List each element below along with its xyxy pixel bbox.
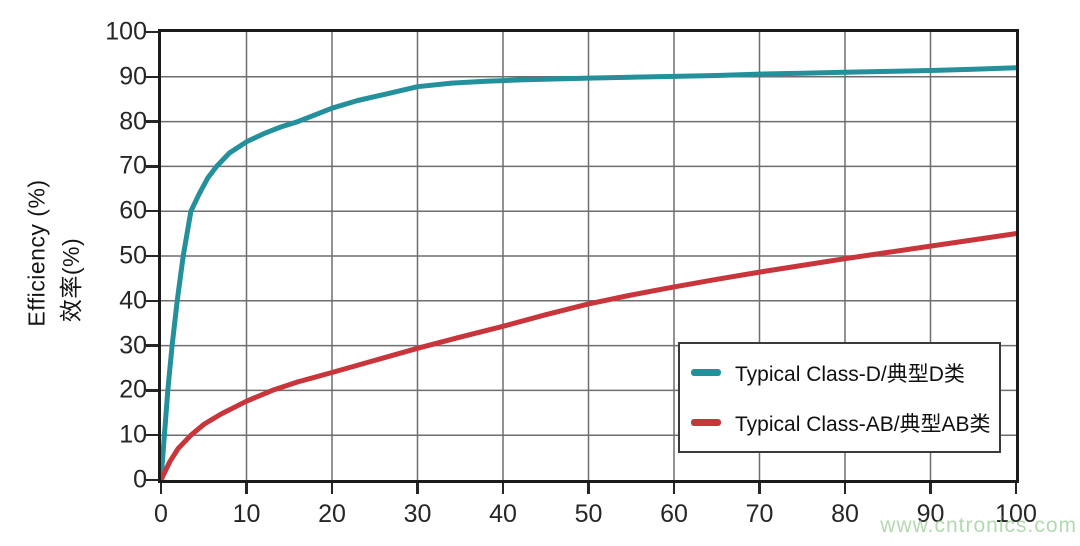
- y-tick-label: 20: [119, 375, 147, 404]
- legend-label-class-d: Typical Class-D/典型D类: [735, 362, 965, 386]
- x-tick-mark: [501, 483, 505, 494]
- x-tick-label: 0: [154, 500, 168, 528]
- y-tick-label: 30: [119, 331, 147, 360]
- y-tick-label: 80: [119, 107, 147, 136]
- x-tick-label: 50: [574, 500, 603, 528]
- series-line-1: [161, 231, 1016, 480]
- x-tick-mark: [245, 483, 248, 494]
- class-ab-line-swatch: [691, 419, 721, 426]
- x-tick-label: 90: [916, 500, 945, 528]
- x-tick-label: 40: [489, 500, 517, 528]
- x-tick-label: 60: [660, 500, 688, 528]
- y-tick-mark: [146, 165, 158, 168]
- x-tick-mark: [416, 483, 419, 494]
- plot-area: [158, 29, 1019, 483]
- x-tick-mark: [672, 483, 676, 494]
- x-tick-mark: [587, 483, 590, 494]
- x-tick-label: 80: [831, 500, 859, 528]
- x-tick-mark: [758, 483, 761, 494]
- y-tick-label: 90: [119, 62, 147, 91]
- series-line-0: [161, 65, 1016, 480]
- class-d-line-swatch: [691, 369, 721, 376]
- legend-item-class-ab: Typical Class-AB/典型AB类: [691, 408, 999, 438]
- x-tick-label: 70: [745, 500, 774, 528]
- y-tick-label: 0: [133, 465, 147, 494]
- y-tick-mark: [146, 433, 158, 437]
- x-tick-label: 100: [995, 500, 1037, 528]
- y-tick-label: 70: [119, 151, 147, 180]
- x-tick-mark: [843, 483, 847, 494]
- y-tick-mark: [146, 478, 158, 482]
- x-tick-mark: [1014, 483, 1018, 494]
- legend-item-class-d: Typical Class-D/典型D类: [691, 358, 999, 388]
- y-tick-label: 60: [119, 196, 147, 225]
- y-axis-title-english: Efficiency (%): [23, 179, 50, 327]
- y-tick-mark: [146, 344, 158, 347]
- y-tick-mark: [146, 254, 158, 258]
- legend-label-class-ab: Typical Class-AB/典型AB类: [735, 412, 991, 436]
- y-tick-label: 10: [119, 420, 147, 449]
- x-tick-mark: [330, 483, 334, 494]
- y-tick-label: 50: [119, 241, 147, 270]
- x-tick-label: 20: [318, 500, 346, 528]
- y-tick-label: 40: [119, 286, 147, 315]
- y-tick-mark: [146, 299, 158, 303]
- x-tick-mark: [929, 483, 932, 494]
- chart-canvas: [161, 32, 1016, 480]
- y-tick-label: 100: [105, 17, 147, 46]
- legend: Typical Class-D/典型D类 Typical Class-AB/典型…: [678, 342, 1001, 453]
- y-axis-title-chinese: 效率(%): [58, 237, 84, 323]
- x-tick-mark: [159, 483, 163, 494]
- x-tick-label: 10: [232, 500, 261, 528]
- y-tick-mark: [146, 30, 158, 34]
- y-tick-mark: [146, 209, 158, 213]
- watermark: www.cntronics.com: [880, 514, 1077, 537]
- y-tick-mark: [146, 120, 158, 123]
- x-tick-label: 30: [403, 500, 432, 528]
- y-tick-mark: [146, 389, 158, 392]
- y-tick-mark: [146, 75, 158, 79]
